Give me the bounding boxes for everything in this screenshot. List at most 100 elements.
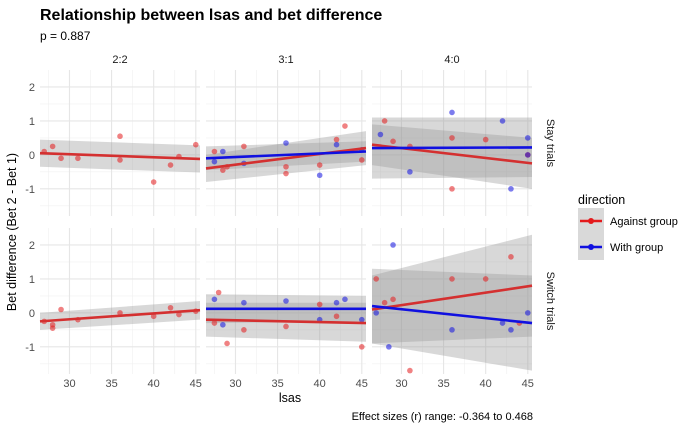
data-point-4-13 bbox=[333, 299, 340, 306]
strip-label-row-1: Switch trials bbox=[544, 272, 556, 331]
strip-label-col-0: 2:2 bbox=[112, 54, 127, 66]
data-point-2-5 bbox=[482, 136, 489, 143]
legend-label-with-group: With group bbox=[610, 242, 663, 254]
y-tick-label-1-0: -1 bbox=[25, 342, 35, 354]
x-tick-label-0-1: 35 bbox=[105, 378, 117, 390]
y-tick-label-0-2: 1 bbox=[29, 116, 35, 128]
strip-label-col-1: 3:1 bbox=[278, 54, 293, 66]
data-point-1-0 bbox=[211, 148, 218, 155]
data-point-0-9 bbox=[192, 141, 199, 148]
data-point-5-3 bbox=[407, 367, 413, 374]
panel-1 bbox=[205, 123, 367, 183]
data-point-3-6 bbox=[150, 313, 157, 320]
data-point-2-13 bbox=[524, 152, 531, 158]
panel-5 bbox=[371, 234, 533, 374]
strip-label-col-2: 4:0 bbox=[444, 54, 459, 66]
fit-line-1-1 bbox=[205, 150, 367, 160]
fit-line-5-0 bbox=[371, 284, 533, 311]
y-tick-label-1-2: 1 bbox=[29, 274, 35, 286]
fit-line-5-1 bbox=[371, 304, 533, 325]
data-point-0-4 bbox=[117, 133, 123, 140]
x-tick-labels: 30 35 40 45 30 35 40 45 30 35 40 45 bbox=[63, 378, 534, 390]
data-point-5-8 bbox=[373, 310, 380, 316]
x-tick-label-2-0: 30 bbox=[395, 378, 407, 390]
data-point-2-7 bbox=[377, 131, 384, 138]
panel-2 bbox=[371, 109, 533, 192]
data-point-5-14 bbox=[524, 310, 531, 316]
fit-line-4-0 bbox=[205, 318, 367, 325]
data-point-1-3 bbox=[241, 143, 247, 150]
data-point-5-5 bbox=[482, 276, 489, 282]
data-point-1-11 bbox=[220, 148, 226, 155]
y-tick-label-1-1: 0 bbox=[29, 308, 35, 320]
data-point-1-14 bbox=[316, 172, 323, 179]
panel-grid-1-2 bbox=[372, 228, 532, 374]
y-tick-label-1-3: 2 bbox=[29, 240, 35, 252]
x-tick-label-0-3: 45 bbox=[190, 378, 202, 390]
data-point-2-11 bbox=[508, 186, 514, 192]
chart-caption: Effect sizes (r) range: -0.364 to 0.468 bbox=[352, 411, 533, 423]
data-point-4-6 bbox=[333, 313, 340, 320]
x-tick-label-1-0: 30 bbox=[229, 378, 241, 390]
data-point-4-1 bbox=[215, 289, 222, 296]
legend: direction Against group With group bbox=[578, 193, 678, 260]
data-point-2-1 bbox=[390, 138, 396, 145]
data-point-1-7 bbox=[333, 136, 340, 143]
data-point-1-5 bbox=[283, 163, 289, 170]
data-point-2-0 bbox=[381, 118, 388, 124]
x-tick-label-2-1: 35 bbox=[437, 378, 449, 390]
x-tick-label-1-1: 35 bbox=[271, 378, 283, 390]
data-point-1-9 bbox=[358, 157, 365, 163]
data-point-5-2 bbox=[390, 296, 396, 303]
data-point-1-4 bbox=[283, 170, 289, 177]
data-point-4-3 bbox=[241, 327, 247, 333]
data-point-2-10 bbox=[499, 118, 506, 124]
legend-title: direction bbox=[578, 193, 625, 207]
data-point-4-11 bbox=[283, 298, 289, 304]
strip-label-row-0: Stay trials bbox=[544, 119, 556, 168]
panel-0 bbox=[39, 133, 201, 185]
data-point-3-2 bbox=[49, 325, 56, 331]
legend-label-against-group: Against group bbox=[610, 216, 678, 228]
chart-title: Relationship between lsas and bet differ… bbox=[40, 7, 382, 24]
panel-grid-0-2 bbox=[372, 70, 532, 216]
x-tick-label-0-0: 30 bbox=[63, 378, 75, 390]
data-point-5-6 bbox=[508, 254, 514, 260]
data-point-0-6 bbox=[150, 179, 157, 185]
data-point-4-7 bbox=[358, 344, 365, 350]
data-point-5-13 bbox=[508, 327, 514, 333]
data-point-4-15 bbox=[358, 316, 365, 323]
data-point-2-4 bbox=[449, 135, 455, 141]
data-point-5-11 bbox=[449, 327, 455, 333]
legend-key-with-group bbox=[578, 234, 604, 260]
data-point-0-1 bbox=[49, 143, 56, 150]
data-point-2-8 bbox=[407, 169, 413, 175]
data-point-1-10 bbox=[211, 158, 218, 165]
data-point-3-5 bbox=[117, 310, 123, 316]
data-point-1-13 bbox=[283, 140, 289, 146]
data-point-4-0 bbox=[211, 320, 218, 326]
data-point-4-4 bbox=[283, 323, 289, 330]
data-point-1-8 bbox=[342, 123, 348, 129]
ci-band-2-0 bbox=[372, 124, 532, 189]
data-point-4-10 bbox=[241, 299, 247, 306]
x-axis-title: lsas bbox=[279, 391, 301, 405]
data-point-5-1 bbox=[381, 299, 388, 306]
data-point-1-6 bbox=[316, 162, 323, 168]
data-point-2-3 bbox=[449, 186, 455, 192]
data-point-0-7 bbox=[167, 162, 174, 168]
panel-4 bbox=[205, 289, 367, 350]
x-tick-label-2-2: 40 bbox=[480, 378, 492, 390]
chart-subtitle: p = 0.887 bbox=[40, 29, 91, 43]
y-tick-label-0-0: -1 bbox=[25, 184, 35, 196]
fit-line-0-0 bbox=[39, 151, 201, 161]
x-tick-label-1-2: 40 bbox=[314, 378, 326, 390]
y-tick-label-0-3: 2 bbox=[29, 82, 35, 94]
panel-grid-1-0 bbox=[40, 228, 200, 374]
data-point-5-12 bbox=[499, 320, 506, 326]
data-point-1-15 bbox=[333, 141, 340, 148]
data-point-3-3 bbox=[58, 306, 64, 313]
y-tick-labels: -1 0 1 2 -1 0 1 2 bbox=[25, 82, 35, 354]
data-point-5-0 bbox=[373, 276, 380, 282]
